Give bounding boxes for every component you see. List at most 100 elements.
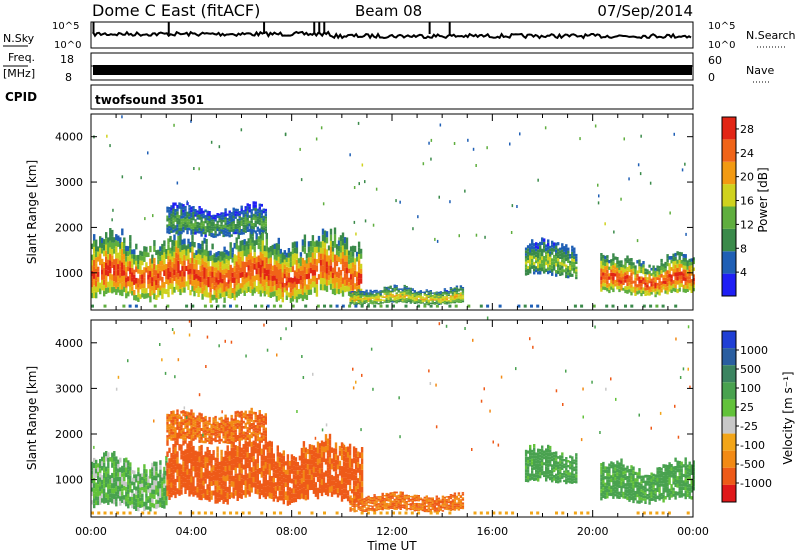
echo-cell — [365, 292, 368, 295]
echo-cell — [153, 461, 156, 467]
echo-cell — [258, 219, 261, 223]
echo-cell — [228, 232, 231, 235]
echo-cell — [105, 466, 108, 472]
echo-cell — [203, 261, 206, 268]
echo-cell — [224, 461, 227, 467]
echo-cell — [565, 257, 568, 262]
echo-cell — [260, 203, 263, 207]
echo-cell — [244, 208, 247, 212]
echo-cell — [327, 260, 331, 266]
echo-cell — [167, 250, 170, 256]
echo-cell — [346, 473, 350, 480]
echo-cell — [125, 282, 128, 288]
echo-cell — [305, 274, 309, 280]
echo-cell — [105, 263, 108, 270]
echo-cell — [113, 281, 116, 287]
echo-cell — [244, 211, 247, 215]
echo-speck — [597, 183, 599, 187]
echo-speck — [649, 181, 652, 185]
echo-cell — [371, 297, 374, 299]
echo-cell — [210, 426, 213, 429]
echo-cell — [690, 272, 693, 276]
echo-cell — [188, 479, 191, 486]
echo-cell — [151, 494, 154, 499]
echo-cell — [123, 286, 126, 293]
echo-cell — [99, 468, 102, 473]
echo-cell — [317, 274, 321, 280]
echo-cell — [264, 430, 267, 434]
echo-cell — [167, 256, 170, 262]
echo-cell — [93, 488, 96, 494]
echo-cell — [244, 206, 247, 209]
echo-cell — [349, 498, 352, 501]
echo-cell — [105, 482, 108, 488]
echo-cell — [217, 251, 220, 256]
echo-cell — [202, 463, 205, 468]
echo-cell — [451, 291, 455, 293]
echo-cell — [332, 490, 336, 495]
echo-cell — [343, 286, 347, 293]
echo-cell — [555, 256, 558, 260]
echo-cell — [111, 493, 114, 499]
echo-cell — [97, 496, 100, 501]
echo-cell — [159, 270, 162, 276]
echo-cell — [449, 295, 453, 297]
echo-cell — [180, 410, 183, 414]
echo-cell — [189, 241, 192, 248]
echo-cell — [244, 416, 247, 420]
echo-cell — [324, 458, 328, 465]
echo-cell — [387, 508, 390, 510]
echo-cell — [93, 278, 96, 286]
echo-cell — [642, 267, 645, 271]
echo-cell — [222, 219, 225, 223]
echo-cell — [246, 446, 249, 453]
echo-cell — [451, 292, 455, 295]
echo-cell — [600, 272, 603, 277]
echo-cell — [363, 300, 366, 302]
echo-cell — [186, 211, 189, 215]
echo-cell — [208, 430, 211, 434]
echo-cell — [612, 272, 615, 277]
echo-cell — [369, 294, 372, 296]
echo-cell — [218, 473, 221, 478]
echo-cell — [200, 419, 203, 423]
echo-cell — [307, 252, 311, 258]
echo-cell — [161, 504, 164, 508]
echo-cell — [259, 290, 262, 297]
echo-cell — [618, 276, 621, 280]
echo-cell — [191, 280, 194, 286]
echo-cell — [553, 245, 556, 249]
echo-cell — [172, 214, 175, 218]
echo-cell — [235, 255, 238, 262]
echo-cell — [387, 293, 390, 295]
echo-cell — [119, 496, 122, 501]
echo-cell — [171, 239, 174, 246]
echo-speck — [597, 201, 600, 205]
echo-cell — [228, 460, 231, 466]
echo-cell — [302, 441, 306, 447]
echo-cell — [281, 297, 284, 303]
echo-cell — [360, 486, 364, 493]
echo-cell — [447, 297, 451, 299]
echo-cell — [285, 257, 288, 263]
echo-speck — [519, 132, 521, 136]
echo-cell — [445, 301, 449, 303]
echo-cell — [149, 487, 152, 493]
echo-cell — [395, 297, 398, 300]
echo-cell — [173, 275, 176, 281]
echo-cell — [221, 292, 224, 298]
echo-cell — [373, 296, 376, 299]
echo-cell — [291, 266, 295, 272]
echo-cell — [453, 292, 457, 294]
echo-cell — [351, 499, 354, 501]
echo-cell — [184, 420, 187, 423]
echo-cell — [103, 285, 106, 291]
echo-cell — [353, 505, 356, 508]
echo-cell — [359, 501, 362, 503]
echo-cell — [139, 260, 142, 266]
echo-cell — [642, 261, 645, 265]
echo-speck — [434, 237, 436, 241]
echo-cell — [268, 452, 271, 459]
echo-cell — [632, 268, 635, 272]
echo-cell — [305, 289, 309, 295]
